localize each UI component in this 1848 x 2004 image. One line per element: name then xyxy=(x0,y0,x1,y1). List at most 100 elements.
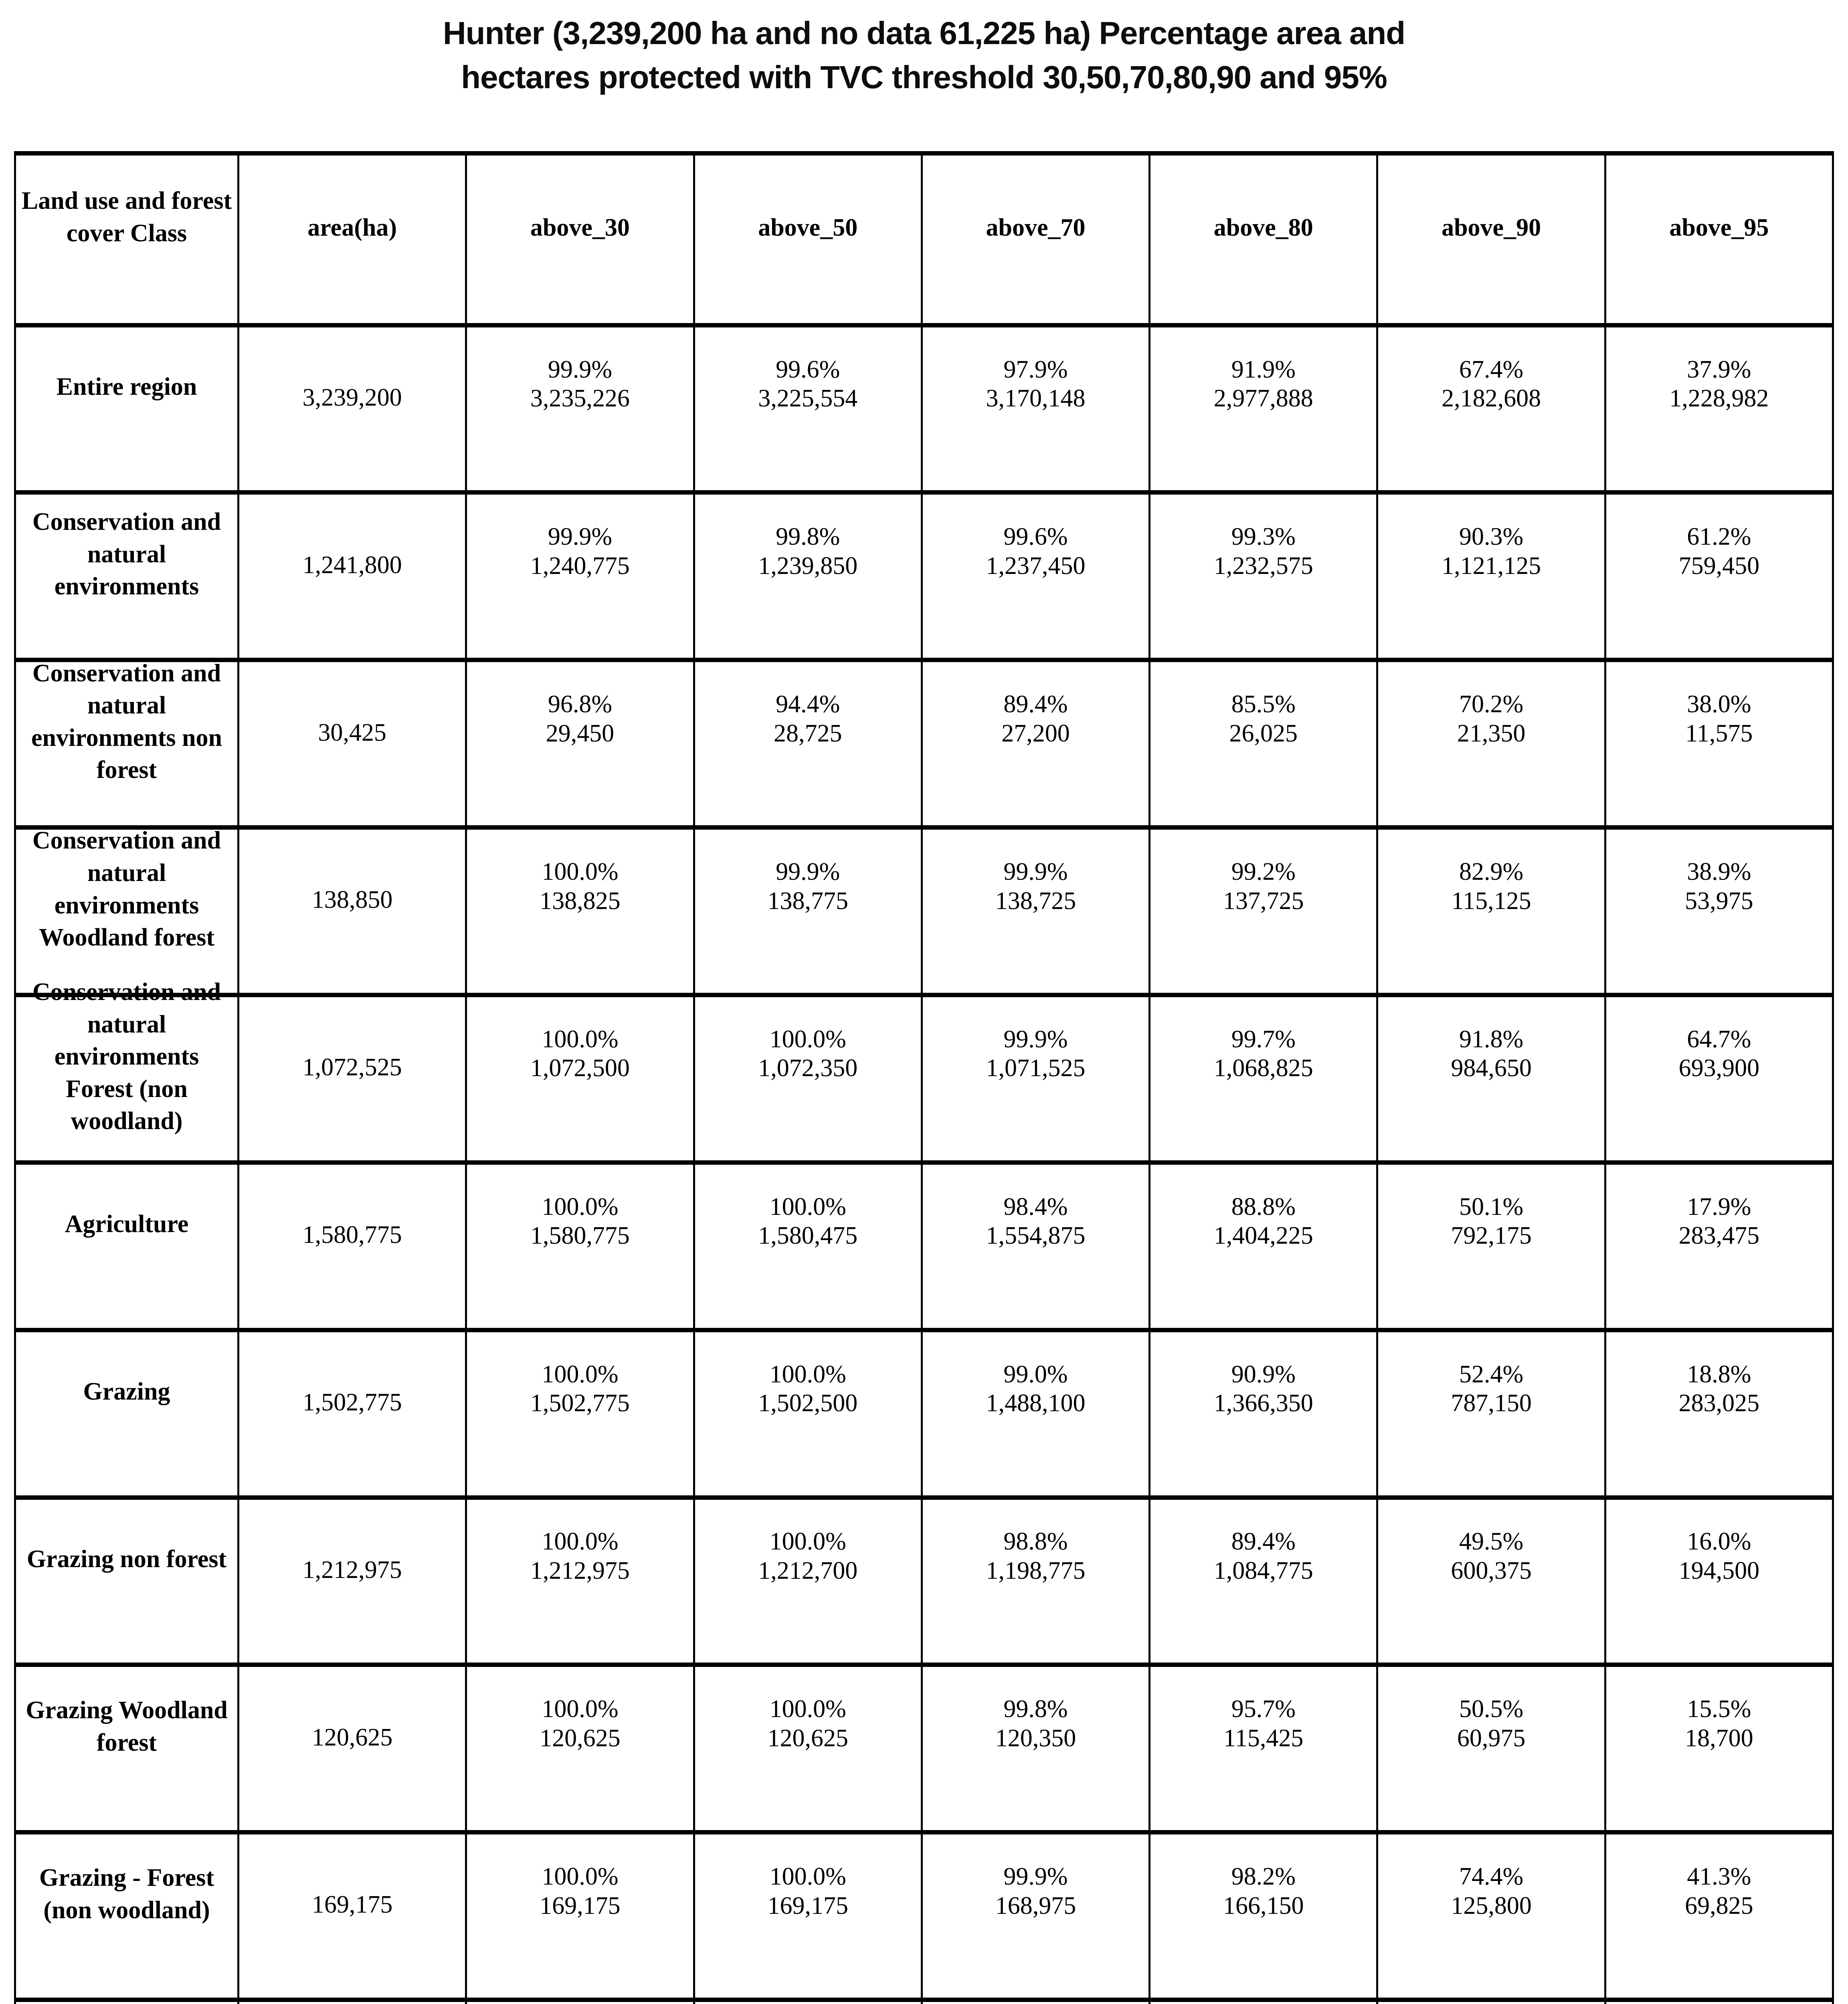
row-label-cell: Cropping xyxy=(16,1998,237,2004)
percent-value: 100.0% xyxy=(769,1695,846,1723)
value-cell: 100.0% 120,625 xyxy=(465,1663,693,1830)
percent-value: 89.4% xyxy=(1231,1528,1296,1556)
value-cell: 89.4% 1,084,775 xyxy=(1148,1495,1377,1663)
column-header: above_80 xyxy=(1148,155,1376,323)
hectares-value: 1,121,125 xyxy=(1442,552,1541,580)
percent-value: 64.7% xyxy=(1687,1025,1751,1053)
value-cell: 15.5% 18,700 xyxy=(1604,1663,1832,1830)
value-cell: 99.8% 120,350 xyxy=(920,1663,1149,1830)
area-cell: 138,850 xyxy=(237,825,465,993)
percent-value: 94.4% xyxy=(776,691,840,718)
percent-value: 99.7% xyxy=(1231,1025,1296,1053)
percent-value: 99.8% xyxy=(776,523,840,551)
percent-value: 98.2% xyxy=(1231,1863,1296,1891)
value-cell: 99.9% 138,725 xyxy=(920,825,1149,993)
value-cell: 99.9% 138,775 xyxy=(693,825,921,993)
hectares-value: 69,825 xyxy=(1685,1892,1753,1919)
column-header: above_70 xyxy=(920,155,1148,323)
percent-value: 41.3% xyxy=(1687,1863,1751,1891)
percent-value: 100.0% xyxy=(542,1528,619,1556)
percent-value: 100.0% xyxy=(542,1863,619,1891)
percent-value: 49.5% xyxy=(1459,1528,1524,1556)
percent-value: 50.1% xyxy=(1459,1193,1524,1220)
hectares-value: 115,425 xyxy=(1223,1724,1304,1752)
hectares-value: 28,725 xyxy=(773,719,842,747)
value-cell: 100.0% 50,625 xyxy=(465,1998,693,2004)
value-cell: 37.9% 1,228,982 xyxy=(1604,323,1832,491)
hectares-value: 120,625 xyxy=(540,1724,621,1752)
value-cell: 50.5% 60,975 xyxy=(1376,1663,1604,1830)
value-cell: 99.9% 1,240,775 xyxy=(465,490,693,658)
hectares-value: 125,800 xyxy=(1451,1892,1532,1919)
percent-value: 99.9% xyxy=(1003,1863,1068,1891)
value-cell: 98.4% 1,554,875 xyxy=(920,1160,1149,1328)
percent-value: 91.8% xyxy=(1459,1025,1524,1053)
hectares-value: 1,366,350 xyxy=(1213,1390,1313,1417)
area-cell: 1,580,775 xyxy=(237,1160,465,1328)
row-label-cell: Grazing non forest xyxy=(16,1495,237,1663)
value-cell: 34.9% 17,675 xyxy=(1148,1998,1377,2004)
percent-value: 91.9% xyxy=(1231,356,1296,383)
percent-value: 99.9% xyxy=(1003,1025,1068,1053)
percent-value: 16.0% xyxy=(1687,1528,1751,1556)
percent-value: 89.4% xyxy=(1003,691,1068,718)
value-cell: 100.0% 1,072,350 xyxy=(693,993,921,1160)
value-cell: 97.9% 3,170,148 xyxy=(920,323,1149,491)
area-cell: 1,241,800 xyxy=(237,490,465,658)
percent-value: 99.6% xyxy=(1003,523,1068,551)
row-label-cell: Conservation and natural environments xyxy=(16,490,237,658)
page-title-line1: Hunter (3,239,200 ha and no data 61,225 … xyxy=(443,15,1405,51)
percent-value: 74.4% xyxy=(1459,1863,1524,1891)
value-cell: 98.2% 166,150 xyxy=(1148,1830,1377,1998)
hectares-value: 115,125 xyxy=(1451,887,1531,915)
hectares-value: 1,502,775 xyxy=(530,1390,630,1417)
value-cell: 74.4% 125,800 xyxy=(1376,1830,1604,1998)
percent-value: 100.0% xyxy=(542,1193,619,1220)
hectares-value: 1,212,700 xyxy=(758,1557,858,1584)
area-cell: 1,072,525 xyxy=(237,993,465,1160)
hectares-value: 693,900 xyxy=(1678,1055,1760,1082)
value-cell: 67.4% 2,182,608 xyxy=(1376,323,1604,491)
hectares-value: 1,084,775 xyxy=(1213,1557,1313,1584)
value-cell: 99.6% 1,237,450 xyxy=(920,490,1149,658)
percent-value: 98.8% xyxy=(1003,1528,1068,1556)
hectares-value: 1,072,500 xyxy=(530,1055,630,1082)
value-cell: 18.8% 283,025 xyxy=(1604,1327,1832,1495)
page-title: Hunter (3,239,200 ha and no data 61,225 … xyxy=(0,0,1848,100)
area-cell: 1,212,975 xyxy=(237,1495,465,1663)
value-cell: 100.0% 169,175 xyxy=(465,1830,693,1998)
percent-value: 96.8% xyxy=(548,691,612,718)
value-cell: 100.0% 1,212,700 xyxy=(693,1495,921,1663)
percent-value: 50.5% xyxy=(1459,1695,1524,1723)
value-cell: 85.5% 26,025 xyxy=(1148,658,1377,826)
row-label-cell: Conservation and natural environments Fo… xyxy=(16,978,237,1160)
value-cell: 99.9% 1,071,525 xyxy=(920,993,1149,1160)
value-cell: 70.2% 21,350 xyxy=(1376,658,1604,826)
hectares-value: 2,182,608 xyxy=(1442,385,1541,412)
column-header: above_90 xyxy=(1376,155,1604,323)
percent-value: 38.0% xyxy=(1687,691,1751,718)
percent-value: 100.0% xyxy=(542,1360,619,1388)
value-cell: 16.0% 194,500 xyxy=(1604,1495,1832,1663)
row-label-cell: Conservation and natural environments no… xyxy=(16,658,237,825)
hectares-value: 120,625 xyxy=(767,1724,848,1752)
percent-value: 38.9% xyxy=(1687,858,1751,886)
hectares-value: 169,175 xyxy=(767,1892,848,1919)
column-header: area(ha) xyxy=(237,155,465,323)
percent-value: 99.9% xyxy=(776,858,840,886)
hectares-value: 283,475 xyxy=(1678,1222,1760,1250)
percent-value: 100.0% xyxy=(769,1193,846,1220)
value-cell: 100.0% 1,502,775 xyxy=(465,1327,693,1495)
value-cell: 0.4% 200 xyxy=(1604,1998,1832,2004)
percent-value: 100.0% xyxy=(769,1360,846,1388)
hectares-value: 168,975 xyxy=(995,1892,1076,1919)
percent-value: 90.9% xyxy=(1231,1360,1296,1388)
hectares-value: 138,775 xyxy=(767,887,848,915)
row-label-cell: Entire region xyxy=(16,323,237,491)
percent-value: 95.7% xyxy=(1231,1695,1296,1723)
value-cell: 90.9% 1,366,350 xyxy=(1148,1327,1377,1495)
percent-value: 17.9% xyxy=(1687,1193,1751,1220)
percent-value: 52.4% xyxy=(1459,1360,1524,1388)
value-cell: 88.8% 1,404,225 xyxy=(1148,1160,1377,1328)
page-title-line2: hectares protected with TVC threshold 30… xyxy=(461,59,1387,95)
